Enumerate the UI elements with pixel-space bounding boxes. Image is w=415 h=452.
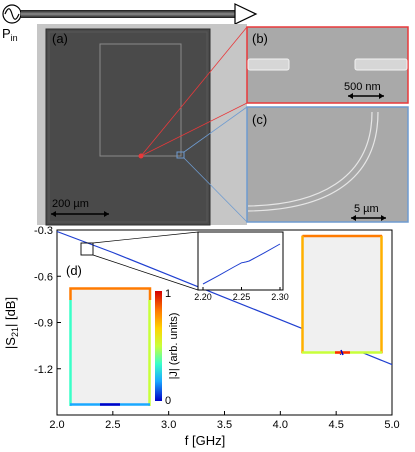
electrode-left (247, 58, 290, 71)
resonator-arc-outer (247, 111, 379, 212)
sine-wave-icon (4, 8, 20, 20)
chip (45, 28, 211, 226)
x-tick-label: 4.0 (273, 419, 288, 431)
y-tick-label: -0.9 (34, 318, 53, 330)
zoom-box (80, 242, 94, 256)
scalebar-c-label: 5 µm (354, 203, 379, 215)
panel-d-label: (d) (66, 263, 82, 278)
y-tick-label: -0.6 (34, 271, 53, 283)
colorbar: 1 0 |J| (arb. units) (155, 288, 180, 407)
x-ticks: 2.0 2.5 3.0 3.5 4.0 4.5 5.0 (49, 411, 400, 431)
microwave-source: Pin (2, 4, 22, 43)
panel-a-label: (a) (52, 31, 68, 46)
x-tick-label: 3.0 (161, 419, 176, 431)
inset-plot: 2.20 2.25 2.30 (194, 231, 289, 302)
scalebar-c: 5 µm (351, 203, 386, 221)
y-axis-label: |S21| [dB] (3, 297, 20, 349)
electrode-right (354, 58, 408, 71)
panel-b: (b) 500 nm (246, 26, 409, 104)
zoom-line-c-1 (183, 106, 248, 153)
transmission-line (21, 10, 235, 18)
inset-tick-label: 2.20 (194, 292, 212, 302)
inset-ticks: 2.20 2.25 2.30 (194, 287, 289, 302)
panel-a: (a) 200 µm (37, 24, 247, 226)
colorbar-min: 0 (165, 395, 171, 407)
x-axis-label: f [GHz] (185, 433, 225, 448)
panel-b-label: (b) (252, 31, 268, 46)
colorbar-gradient (155, 291, 162, 401)
zoom-connector-2 (92, 254, 199, 291)
amplifier-icon (234, 3, 258, 25)
resonator-arc-inner (247, 111, 373, 207)
x-tick-label: 5.0 (384, 419, 399, 431)
zoom-c-marker (176, 151, 185, 159)
inset-tick-label: 2.25 (233, 292, 251, 302)
zoom-line-b-1 (140, 26, 248, 157)
y-tick-label: -1.2 (34, 364, 53, 376)
current-map-right (301, 234, 383, 356)
inset-tick-label: 2.30 (271, 292, 289, 302)
x-tick-label: 2.5 (105, 419, 120, 431)
x-tick-label: 4.5 (329, 419, 344, 431)
scalebar-b-label: 500 nm (344, 81, 381, 93)
scalebar-b: 500 nm (344, 81, 384, 99)
zoom-connector-1 (92, 231, 199, 244)
inset-curve (202, 243, 281, 285)
panel-c: (c) 5 µm (246, 106, 409, 223)
panel-c-label: (c) (252, 112, 267, 127)
colorbar-max: 1 (165, 288, 171, 300)
colorbar-label: |J| (arb. units) (168, 313, 180, 380)
y-tick-label: -0.3 (34, 225, 53, 237)
chip-inner (48, 31, 208, 223)
zoom-line-c-2 (183, 157, 248, 223)
x-tick-label: 3.5 (217, 419, 232, 431)
zoom-line-b-2 (140, 102, 248, 157)
current-map-left (69, 287, 152, 406)
scalebar-a: 200 µm (51, 198, 109, 217)
x-tick-label: 2.0 (49, 419, 64, 431)
panel-d: 2.0 2.5 3.0 3.5 4.0 4.5 5.0 -0.3 -0.6 -0.9 -1.2 (… (3, 225, 400, 448)
scalebar-a-label: 200 µm (52, 198, 89, 210)
source-label: Pin (2, 26, 18, 43)
y-ticks: -0.3 -0.6 -0.9 -1.2 (34, 225, 61, 376)
